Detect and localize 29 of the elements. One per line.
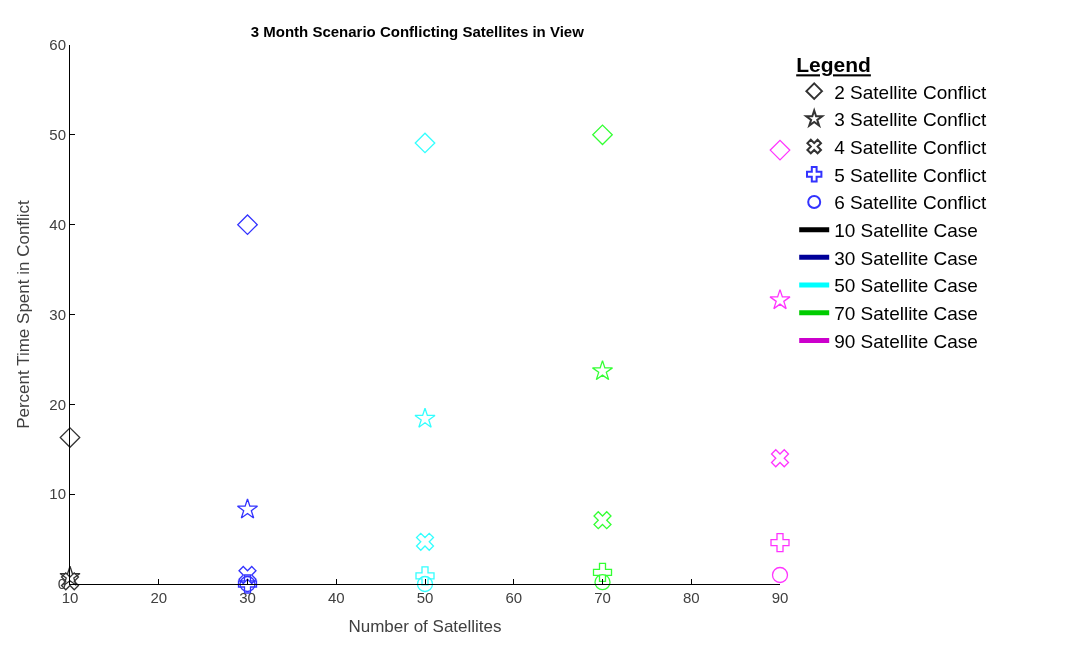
legend-label: 50 Satellite Case bbox=[834, 275, 978, 297]
y-tick-label: 20 bbox=[49, 395, 66, 413]
x-tick-label: 10 bbox=[61, 589, 79, 606]
legend-label: 6 Satellite Conflict bbox=[834, 192, 987, 214]
x-tick-label: 90 bbox=[771, 589, 789, 606]
y-tick-label: 30 bbox=[49, 305, 66, 323]
legend-label: 4 Satellite Conflict bbox=[834, 136, 987, 158]
legend-label: 70 Satellite Case bbox=[834, 303, 978, 325]
x-tick-label: 40 bbox=[327, 589, 345, 606]
legend-label: 10 Satellite Case bbox=[834, 220, 978, 242]
legend-label: 30 Satellite Case bbox=[834, 247, 978, 269]
x-tick-label: 70 bbox=[594, 589, 611, 606]
x-tick-label: 20 bbox=[150, 589, 168, 606]
y-tick-label: 40 bbox=[49, 215, 66, 233]
legend-label: 3 Satellite Conflict bbox=[834, 109, 987, 131]
legend-label: 90 Satellite Case bbox=[834, 330, 978, 352]
chart-title: 3 Month Scenario Conflicting Satellites in View bbox=[250, 22, 585, 40]
y-axis-title: Percent Time Spent in Conflict bbox=[13, 199, 33, 429]
y-tick-label: 50 bbox=[49, 126, 66, 144]
legend-label: 5 Satellite Conflict bbox=[834, 164, 987, 186]
x-tick-label: 30 bbox=[239, 589, 256, 606]
x-tick-label: 80 bbox=[682, 589, 700, 606]
x-tick-label: 50 bbox=[416, 589, 434, 606]
legend-title: Legend bbox=[796, 53, 871, 77]
x-tick-label: 60 bbox=[505, 589, 523, 606]
y-tick-label: 10 bbox=[49, 485, 66, 503]
x-axis-title: Number of Satellites bbox=[348, 617, 502, 637]
legend-label: 2 Satellite Conflict bbox=[834, 81, 987, 103]
y-tick-label: 60 bbox=[49, 36, 66, 54]
